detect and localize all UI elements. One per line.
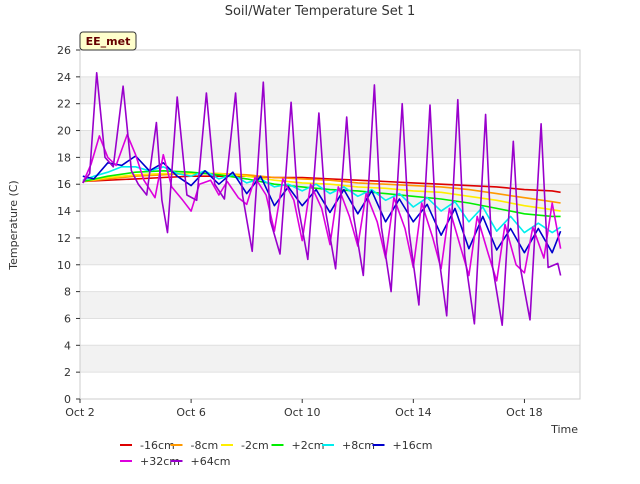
y-tick-label: 22: [57, 98, 71, 111]
y-tick-label: 8: [64, 286, 71, 299]
legend-label: +2cm: [292, 439, 325, 452]
y-tick-label: 26: [57, 44, 71, 57]
y-tick-label: 18: [57, 151, 71, 164]
station-badge: EE_met: [79, 31, 137, 51]
y-tick-label: 20: [57, 125, 71, 138]
x-tick-label: Oct 18: [506, 406, 543, 419]
legend-label: -8cm: [191, 439, 219, 452]
x-axis-label: Time: [550, 423, 578, 436]
x-tick-label: Oct 2: [65, 406, 95, 419]
grid-band: [80, 130, 580, 158]
legend-label: +8cm: [342, 439, 375, 452]
legend-label: -16cm: [140, 439, 175, 452]
grid-band: [80, 345, 580, 373]
legend: -16cm -8cm -2cm +2cm +8cm +16cm +32cm +64cm: [120, 439, 432, 468]
series-line: [82, 170, 561, 218]
grid-band: [80, 76, 580, 104]
chart-title: Soil/Water Temperature Set 1: [225, 4, 416, 19]
x-tick-label: Oct 14: [395, 406, 432, 419]
legend-label: +32cm: [140, 455, 180, 468]
series-lines: [82, 72, 562, 327]
x-axis-ticks: Oct 2 Oct 6 Oct 10 Oct 14 Oct 18: [65, 399, 543, 419]
grid-band: [80, 291, 580, 319]
series-line: [82, 133, 562, 282]
series-line: [82, 175, 561, 194]
legend-label: +16cm: [393, 439, 433, 452]
series-line: [82, 172, 561, 204]
y-tick-label: 14: [57, 205, 71, 218]
series-line: [82, 72, 562, 327]
x-tick-label: Oct 10: [284, 406, 321, 419]
y-tick-label: 16: [57, 178, 71, 191]
plot-frame: [79, 49, 581, 400]
legend-label: +64cm: [191, 455, 231, 468]
station-badge-box: [79, 31, 137, 51]
station-badge-label: EE_met: [86, 35, 131, 48]
y-tick-label: 24: [57, 71, 71, 84]
y-tick-label: 6: [64, 312, 71, 325]
legend-label: -2cm: [241, 439, 269, 452]
y-axis-label: Temperature (C): [7, 180, 20, 270]
y-tick-label: 10: [57, 259, 71, 272]
y-tick-label: 2: [64, 366, 71, 379]
y-tick-label: 12: [57, 232, 71, 245]
series-line: [82, 172, 561, 212]
x-tick-label: Oct 6: [176, 406, 206, 419]
y-tick-label: 4: [64, 339, 71, 352]
y-tick-label: 0: [64, 393, 71, 406]
